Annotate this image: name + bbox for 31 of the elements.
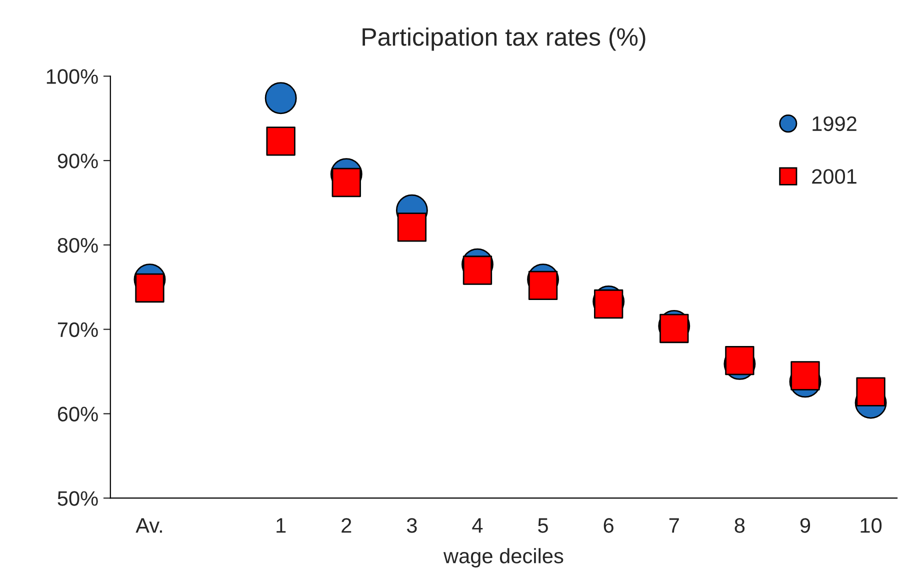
point [528,270,558,300]
y-tick-label: 90% [58,154,98,168]
point [266,126,296,156]
x-tick-label: 9 [800,518,810,533]
point [790,361,820,390]
x-axis-title: wage deciles [443,548,564,568]
y-tick-label: 60% [58,406,98,422]
x-tick-label: 7 [669,518,679,533]
y-tick-label: 80% [58,238,98,253]
y-tick-label: 100% [46,69,98,84]
point [397,212,427,242]
chart-title: Participation tax rates (%) [362,28,646,51]
point [462,256,492,285]
x-tick-label: 10 [860,518,882,533]
x-tick-label: 3 [406,518,417,533]
legend-label: 2001 [812,169,856,184]
point [135,273,164,303]
point [264,82,297,114]
x-tick-label: 8 [734,518,745,533]
x-tick-label: 6 [604,518,614,533]
legend-label: 1992 [812,116,856,132]
x-tick-label: 2 [342,518,352,533]
x-tick-label: Av. [136,518,162,533]
x-tick-label: 5 [538,518,548,533]
point [856,377,886,406]
y-tick-label: 50% [58,491,98,506]
x-tick-label: 4 [472,518,483,533]
x-tick-label: 1 [276,518,286,533]
y-tick-label: 70% [58,322,98,338]
point [332,168,361,198]
point [725,346,754,376]
